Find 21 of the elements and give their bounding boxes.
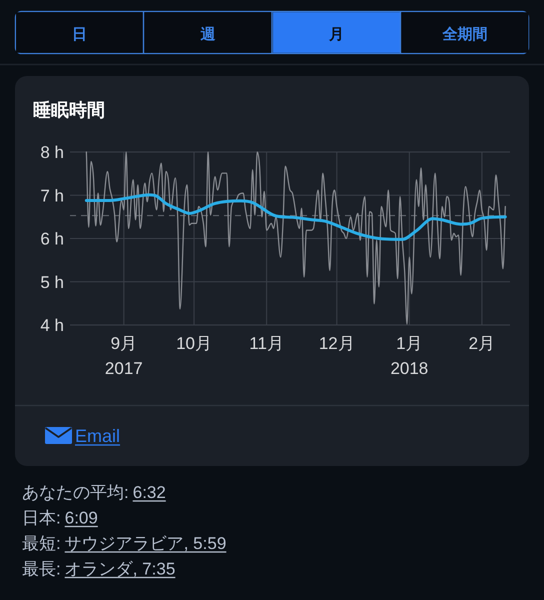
text: 最長: オランダ, 7:35	[22, 560, 176, 578]
x-tick-label: 2月	[468, 334, 496, 353]
text: Email	[75, 426, 120, 446]
y-tick-label: 5 h	[40, 272, 64, 292]
x-tick-label: 9月 2017	[104, 334, 143, 378]
x-tick-label: 10月	[176, 334, 212, 353]
text: あなたの平均: 6:32	[22, 483, 166, 502]
tab: 全期間	[402, 12, 528, 53]
y-tick-label: 7 h	[40, 186, 64, 206]
tab-selected: 月	[273, 12, 400, 53]
tab: 週	[144, 12, 272, 53]
y-tick-label: 8 h	[40, 143, 64, 162]
x-tick-label: 12月	[318, 334, 355, 353]
chart-title: 睡眠時間	[33, 100, 105, 120]
text: 最短: サウジアラビア, 5:59	[22, 534, 226, 553]
x-tick-label: 1月 2018	[390, 334, 428, 378]
text: 日本: 6:09	[22, 508, 98, 528]
tab: 日	[16, 12, 143, 53]
x-tick-label: 11月	[249, 334, 284, 353]
y-tick-label: 4 h	[40, 316, 64, 335]
y-tick-label: 6 h	[40, 230, 64, 248]
